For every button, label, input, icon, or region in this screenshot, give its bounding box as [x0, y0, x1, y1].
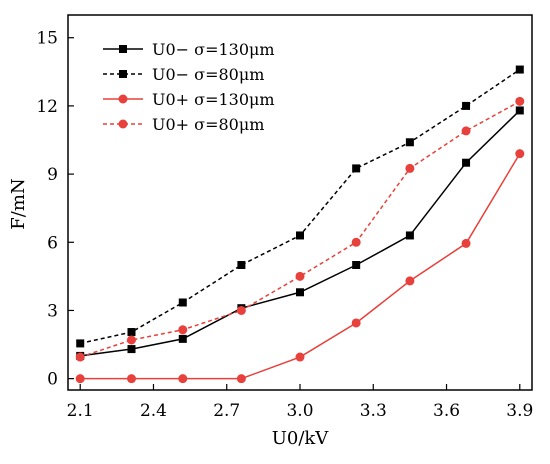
legend-marker	[118, 94, 128, 104]
data-point	[515, 106, 524, 115]
legend-label: U0+ σ=130μm	[152, 90, 275, 109]
data-point	[515, 96, 525, 106]
data-point	[515, 65, 524, 74]
data-point	[351, 318, 361, 328]
data-point	[461, 238, 471, 248]
data-point	[126, 374, 136, 384]
legend-label: U0− σ=80μm	[152, 65, 264, 84]
data-point	[515, 149, 525, 159]
data-point	[462, 158, 471, 167]
series-2	[76, 65, 524, 348]
x-tick-label: 3.0	[286, 401, 313, 421]
y-tick-label: 12	[36, 97, 58, 117]
x-tick-label: 2.4	[140, 401, 167, 421]
data-point	[295, 271, 305, 281]
data-point	[127, 328, 136, 337]
series-line	[80, 153, 521, 380]
series-3	[75, 149, 525, 384]
y-tick-label: 3	[47, 301, 58, 321]
x-tick-label: 3.9	[506, 401, 533, 421]
legend-item: U0− σ=80μm	[103, 65, 264, 84]
data-point	[75, 352, 85, 362]
data-point	[352, 164, 361, 173]
data-point	[178, 298, 187, 307]
legend-item: U0− σ=130μm	[103, 40, 275, 59]
data-point	[75, 374, 85, 384]
data-point	[351, 237, 361, 247]
x-tick-label: 2.1	[67, 401, 94, 421]
data-point	[461, 126, 471, 136]
legend-label: U0+ σ=80μm	[152, 115, 264, 134]
legend-item: U0+ σ=130μm	[103, 90, 275, 109]
y-tick-label: 6	[47, 233, 58, 253]
series-line	[79, 100, 521, 358]
plot-frame	[67, 14, 533, 391]
data-point	[405, 231, 414, 240]
data-point	[178, 334, 187, 343]
series-4	[75, 96, 525, 362]
x-axis-title: U0/kV	[272, 428, 330, 449]
y-tick-label: 9	[47, 165, 58, 185]
data-point	[296, 231, 304, 240]
data-point	[405, 163, 415, 173]
x-tick-label: 3.6	[433, 401, 460, 421]
x-axis-ticks: 2.1 2.4 2.7 3.0 3.3 3.6 3.9	[67, 384, 533, 421]
legend-marker	[119, 70, 127, 78]
legend-marker	[119, 45, 127, 53]
data-point	[126, 335, 136, 345]
y-axis-ticks: 0 3 6 9 12 15	[36, 29, 74, 390]
y-axis-title: F/mN	[8, 178, 29, 229]
x-tick-label: 2.7	[213, 401, 240, 421]
legend-marker	[118, 119, 128, 129]
data-point	[295, 352, 305, 362]
data-point	[462, 101, 471, 110]
data-point	[352, 261, 361, 269]
legend: U0− σ=130μm U0− σ=80μm U0+ σ=130μm U0+ σ=80…	[103, 40, 275, 134]
data-point	[178, 374, 188, 384]
x-tick-label: 3.3	[360, 401, 387, 421]
data-point	[178, 325, 188, 335]
data-point	[405, 138, 414, 147]
series-layer	[75, 65, 525, 384]
data-point	[237, 261, 246, 269]
data-point	[236, 305, 246, 315]
data-point	[76, 339, 85, 348]
legend-item: U0+ σ=80μm	[103, 115, 264, 134]
series-line	[80, 68, 521, 345]
y-tick-label: 0	[47, 370, 58, 390]
data-point	[405, 276, 415, 286]
data-point	[296, 288, 304, 297]
data-point	[236, 374, 246, 384]
legend-label: U0− σ=130μm	[152, 40, 275, 59]
data-point	[127, 345, 136, 354]
y-tick-label: 15	[36, 29, 58, 49]
